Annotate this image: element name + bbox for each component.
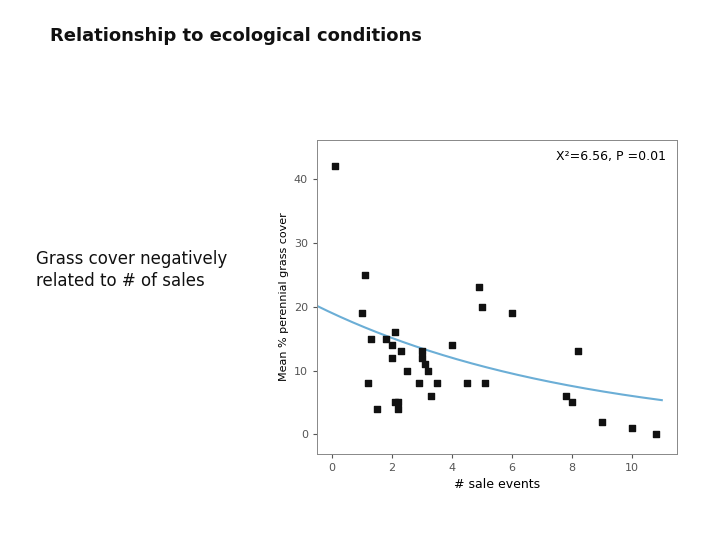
Text: Grass cover negatively
related to # of sales: Grass cover negatively related to # of s…	[36, 250, 228, 290]
Point	[560, 392, 572, 400]
Point	[386, 341, 397, 349]
Point	[572, 347, 583, 356]
Point	[416, 353, 428, 362]
Text: Relationship to ecological conditions: Relationship to ecological conditions	[50, 27, 422, 45]
Point	[413, 379, 425, 388]
Point	[371, 404, 382, 413]
Point	[329, 161, 341, 170]
Point	[626, 424, 638, 433]
Text: Χ²=6.56, P =0.01: Χ²=6.56, P =0.01	[556, 150, 666, 163]
Point	[389, 398, 400, 407]
Point	[506, 309, 518, 318]
Point	[431, 379, 443, 388]
Point	[596, 417, 608, 426]
Point	[392, 404, 403, 413]
Point	[356, 309, 368, 318]
Point	[479, 379, 490, 388]
Point	[566, 398, 577, 407]
Point	[389, 328, 400, 336]
Point	[650, 430, 662, 438]
Point	[365, 334, 377, 343]
X-axis label: # sale events: # sale events	[454, 478, 540, 491]
Point	[422, 366, 433, 375]
Point	[359, 271, 371, 279]
Point	[380, 334, 392, 343]
Point	[425, 392, 436, 400]
Point	[473, 283, 485, 292]
Point	[386, 353, 397, 362]
Point	[395, 347, 407, 356]
Point	[461, 379, 472, 388]
Point	[476, 302, 487, 311]
Point	[446, 341, 458, 349]
Point	[362, 379, 374, 388]
Y-axis label: Mean % perennial grass cover: Mean % perennial grass cover	[279, 213, 289, 381]
Point	[416, 347, 428, 356]
Point	[401, 366, 413, 375]
Point	[392, 398, 403, 407]
Point	[419, 360, 431, 368]
